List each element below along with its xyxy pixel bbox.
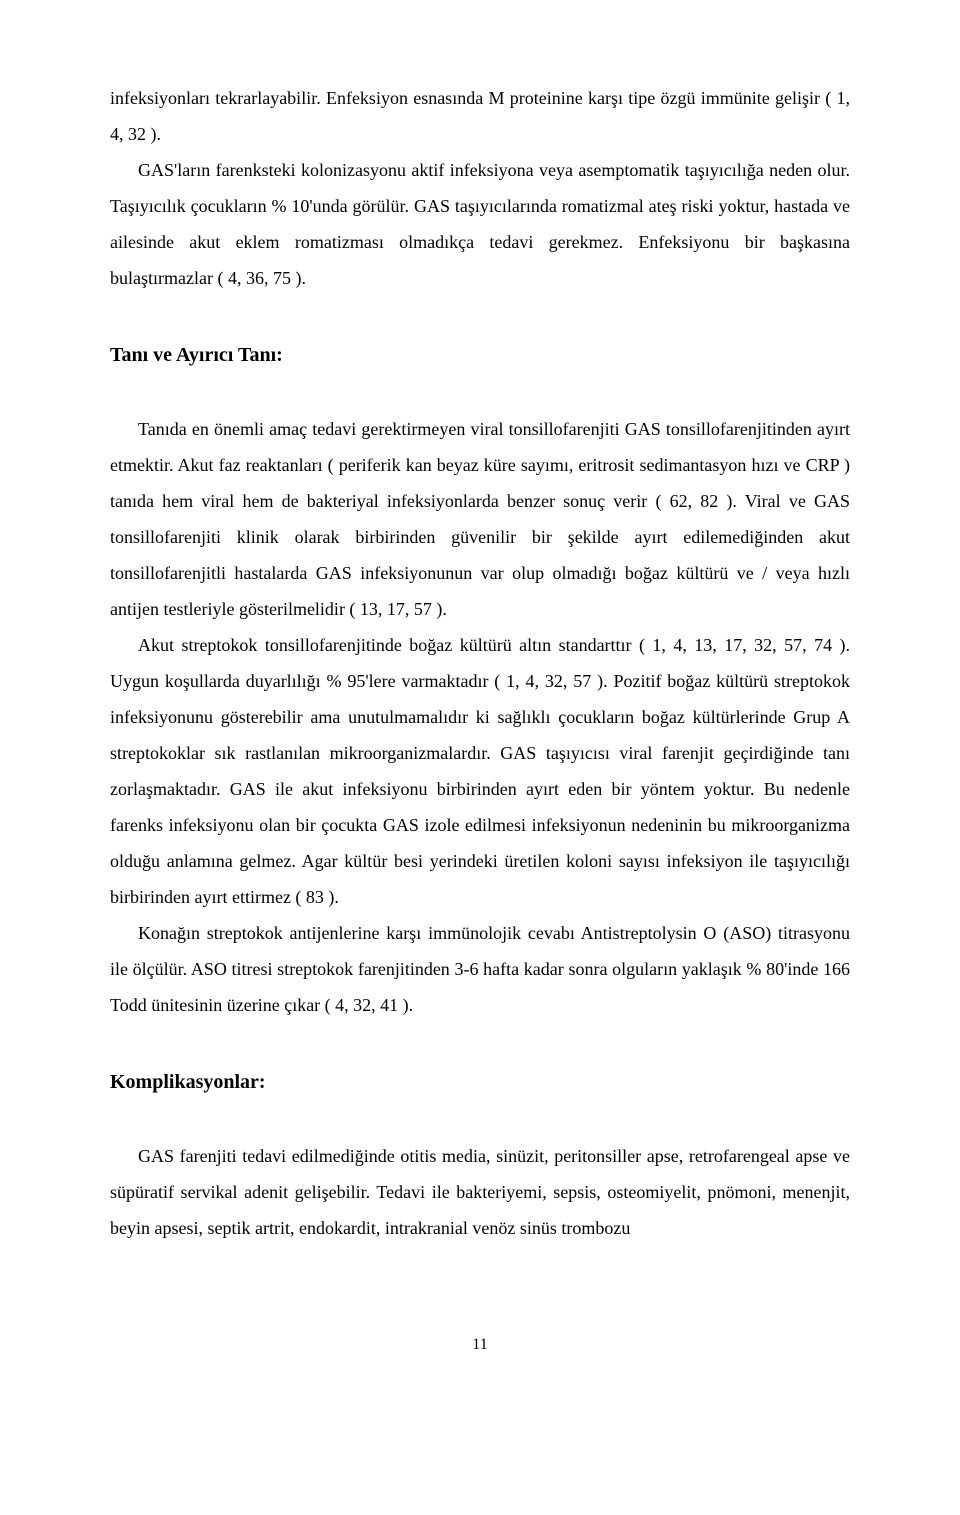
body-paragraph: Akut streptokok tonsillofarenjitinde boğ… (110, 627, 850, 915)
body-paragraph: Konağın streptokok antijenlerine karşı i… (110, 915, 850, 1023)
body-paragraph: infeksiyonları tekrarlayabilir. Enfeksiy… (110, 80, 850, 152)
body-paragraph: Tanıda en önemli amaç tedavi gerektirmey… (110, 411, 850, 627)
body-paragraph: GAS'ların farenksteki kolonizasyonu akti… (110, 152, 850, 296)
section-heading-komplikasyonlar: Komplikasyonlar: (110, 1071, 850, 1094)
section-heading-tani: Tanı ve Ayırıcı Tanı: (110, 344, 850, 367)
page-number: 11 (110, 1336, 850, 1354)
body-paragraph: GAS farenjiti tedavi edilmediğinde otiti… (110, 1138, 850, 1246)
